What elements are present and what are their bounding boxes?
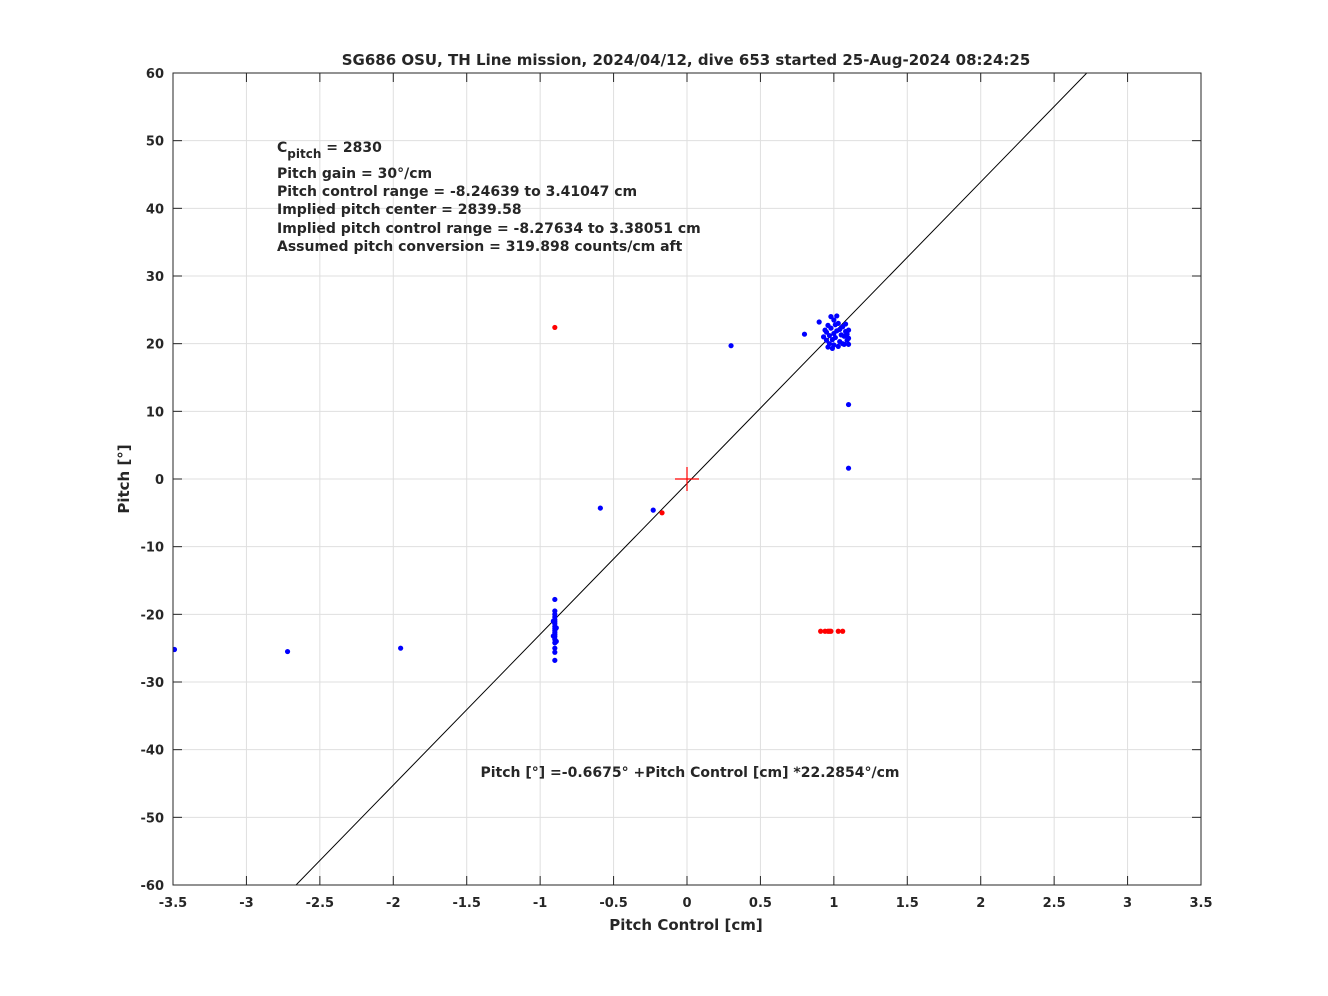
x-tick-label: -1 bbox=[533, 896, 547, 911]
x-tick-label: 0 bbox=[682, 896, 691, 911]
implied-range-annotation: Implied pitch control range = -8.27634 t… bbox=[277, 221, 701, 237]
y-tick-label: 30 bbox=[146, 270, 164, 285]
blue-data-point bbox=[553, 638, 559, 645]
blue-data-point bbox=[550, 633, 556, 639]
y-tick-label: -40 bbox=[141, 744, 165, 759]
blue-data-point bbox=[173, 646, 178, 653]
blue-data-point bbox=[831, 342, 837, 348]
x-tick-label: -2 bbox=[386, 896, 400, 911]
pitch-gain-annotation: Pitch gain = 30°/cm bbox=[277, 166, 432, 182]
y-tick-label: -30 bbox=[141, 676, 165, 691]
cpitch-main: C bbox=[277, 140, 287, 156]
blue-data-point bbox=[552, 649, 558, 655]
blue-data-point bbox=[828, 314, 834, 320]
blue-data-point bbox=[832, 334, 838, 341]
blue-data-point bbox=[844, 331, 850, 337]
x-tick-label: 3 bbox=[1123, 896, 1132, 911]
blue-data-point bbox=[845, 335, 852, 341]
y-tick-label: 50 bbox=[146, 135, 164, 150]
x-tick-labels: -3.5 -3 -2.5 -2 -1.5 -1 -0.5 0 0.5 1 1.5 2 2.5 3 3.5 bbox=[159, 896, 1213, 911]
red-data-point bbox=[828, 628, 834, 634]
y-tick-label: 20 bbox=[146, 338, 164, 353]
blue-data-point bbox=[650, 507, 656, 513]
x-tick-label: 0.5 bbox=[749, 896, 772, 911]
x-tick-label: 3.5 bbox=[1189, 896, 1212, 911]
blue-data-point bbox=[845, 341, 852, 347]
red-data-point bbox=[840, 628, 846, 634]
red-data-point bbox=[835, 628, 841, 634]
blue-data-point bbox=[816, 319, 822, 325]
blue-data-point bbox=[550, 618, 556, 624]
blue-data-point bbox=[843, 321, 849, 327]
x-tick-label: 1.5 bbox=[896, 896, 919, 911]
y-tick-labels: -60 -50 -40 -30 -20 -10 0 10 20 30 40 50 60 bbox=[141, 67, 165, 894]
y-tick-label: 60 bbox=[146, 67, 164, 82]
blue-data-point bbox=[552, 645, 558, 651]
blue-data-point bbox=[552, 657, 558, 663]
blue-data-point bbox=[845, 401, 852, 408]
y-tick-label: 10 bbox=[146, 405, 164, 420]
axis-ticks bbox=[172, 72, 1202, 886]
pitch-conversion-annotation: Assumed pitch conversion = 319.898 count… bbox=[277, 239, 683, 255]
cpitch-subscript: pitch bbox=[287, 147, 321, 161]
x-tick-label: 2 bbox=[976, 896, 985, 911]
blue-data-point bbox=[828, 325, 834, 331]
x-tick-label: -3 bbox=[239, 896, 253, 911]
blue-data-point bbox=[398, 645, 404, 651]
center-marker-layer bbox=[675, 467, 699, 491]
y-tick-label: -60 bbox=[141, 879, 165, 894]
x-tick-label: -1.5 bbox=[452, 896, 480, 911]
x-tick-label: -0.5 bbox=[599, 896, 627, 911]
y-tick-label: -10 bbox=[141, 541, 165, 556]
x-tick-label: -2.5 bbox=[306, 896, 334, 911]
red-data-point bbox=[552, 324, 558, 331]
cpitch-value: = 2830 bbox=[321, 140, 382, 156]
blue-data-point bbox=[553, 625, 559, 631]
blue-data-point bbox=[820, 334, 827, 340]
red-data-point bbox=[659, 510, 665, 516]
x-tick-label: -3.5 bbox=[159, 896, 187, 911]
chart-title: SG686 OSU, TH Line mission, 2024/04/12, … bbox=[342, 51, 1031, 69]
info-annotations: Cpitch = 2830 Pitch gain = 30°/cm Pitch … bbox=[277, 140, 701, 255]
blue-data-point bbox=[835, 343, 841, 349]
y-tick-label: -20 bbox=[141, 608, 165, 623]
pitch-center-annotation: Implied pitch center = 2839.58 bbox=[277, 202, 522, 218]
blue-data-point bbox=[845, 465, 852, 471]
blue-data-point bbox=[841, 341, 847, 347]
x-axis-label: Pitch Control [cm] bbox=[609, 916, 763, 934]
red-data-point bbox=[818, 628, 824, 634]
y-tick-label: 0 bbox=[155, 473, 164, 488]
pitch-range-annotation: Pitch control range = -8.24639 to 3.4104… bbox=[277, 184, 637, 200]
fit-equation-annotation: Pitch [°] =-0.6675° +Pitch Control [cm] … bbox=[480, 765, 899, 781]
x-tick-label: 1 bbox=[829, 896, 838, 911]
blue-data-point bbox=[826, 341, 833, 347]
blue-data-point bbox=[284, 648, 291, 655]
blue-data-point bbox=[597, 505, 603, 511]
blue-data-point bbox=[801, 331, 808, 337]
blue-data-point bbox=[823, 337, 830, 343]
blue-data-point bbox=[552, 596, 558, 603]
x-tick-label: 2.5 bbox=[1043, 896, 1066, 911]
cpitch-annotation: Cpitch = 2830 bbox=[277, 140, 382, 161]
y-axis-label: Pitch [°] bbox=[115, 444, 133, 513]
y-tick-label: -50 bbox=[141, 811, 165, 826]
y-tick-label: 40 bbox=[146, 202, 164, 217]
blue-data-point bbox=[834, 313, 840, 319]
blue-data-point bbox=[831, 317, 837, 323]
blue-data-point bbox=[826, 332, 833, 339]
data-points bbox=[173, 313, 852, 663]
blue-data-point bbox=[835, 320, 841, 326]
blue-data-point bbox=[823, 329, 830, 335]
blue-data-point bbox=[845, 327, 852, 333]
blue-data-point bbox=[728, 343, 734, 349]
